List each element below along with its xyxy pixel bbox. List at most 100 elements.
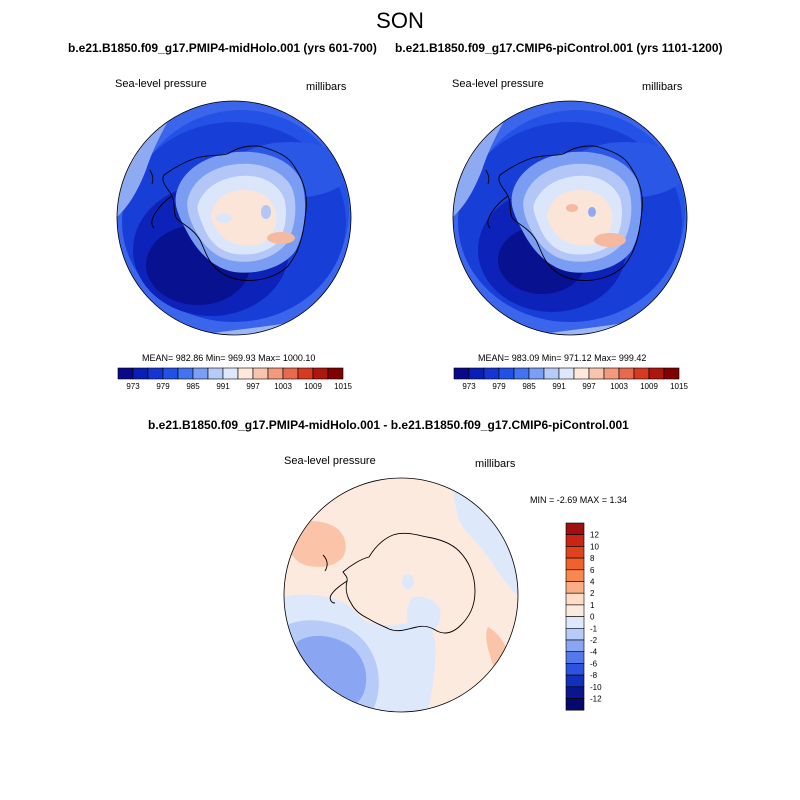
colorbar-swatch: [565, 674, 585, 688]
colorbar-swatch: [565, 663, 585, 676]
colorbar-swatch: [565, 651, 585, 664]
colorbar-swatch: [297, 367, 314, 380]
difference-map: [283, 477, 519, 713]
slp-high-patch: [588, 207, 596, 217]
diff-negative-area: [406, 596, 441, 635]
panel-right-units: millibars: [642, 81, 683, 93]
colorbar-swatch: [565, 604, 585, 617]
colorbar-swatch: [282, 367, 299, 380]
colorbar-swatch: [147, 367, 164, 380]
slp-continent-ring: [211, 190, 277, 246]
difference-units: millibars: [475, 458, 516, 470]
antarctic-peninsula: [329, 580, 348, 604]
colorbar-tick-label: 973: [126, 382, 140, 391]
colorbar-swatch: [565, 534, 585, 547]
colorbar-tick-label: 1015: [670, 382, 688, 391]
colorbar-swatch: [565, 686, 585, 699]
colorbar-swatch: [565, 592, 585, 606]
panel-right-map: [452, 100, 688, 336]
south-america-tip: [485, 169, 490, 185]
colorbar-swatch: [237, 367, 254, 380]
south-america-tip: [149, 169, 154, 185]
colorbar-tick-label: 985: [186, 382, 200, 391]
map-border: [452, 100, 688, 336]
colorbar-tick-label: 12: [590, 531, 599, 540]
panel-left-colorbar: 973 979 985 991 997 1003 1009 1015: [117, 367, 352, 391]
antarctic-peninsula: [487, 195, 509, 229]
colorbar-tick-label: 1: [590, 601, 595, 610]
colorbar-swatch: [132, 367, 149, 380]
difference-minmax: MIN = -2.69 MAX = 1.34: [530, 495, 628, 505]
panel-left-map: [116, 100, 352, 336]
colorbar-swatch: [252, 367, 269, 380]
colorbar-tick-label: 1009: [640, 382, 658, 391]
colorbar-tick-label: 8: [590, 554, 595, 563]
difference-title: b.e21.B1850.f09_g17.PMIP4-midHolo.001 - …: [148, 418, 629, 432]
colorbar-tick-label: 985: [522, 382, 536, 391]
panel-right-case-title: b.e21.B1850.f09_g17.CMIP6-piControl.001 …: [395, 41, 723, 55]
map-border: [116, 100, 352, 336]
colorbar-tick-label: 4: [590, 578, 595, 587]
colorbar-tick-label: -4: [590, 648, 598, 657]
slp-high-patch: [566, 204, 578, 212]
slp-high-patch: [594, 233, 626, 247]
colorbar-tick-label: -12: [590, 695, 602, 704]
colorbar-swatch: [192, 367, 209, 380]
colorbar-swatch: [498, 367, 515, 380]
antarctic-coastline: [162, 145, 307, 281]
colorbar-swatch: [565, 569, 585, 582]
diff-positive-area: [288, 521, 346, 567]
panel-right-variable: Sea-level pressure: [452, 78, 544, 90]
panel-right-colorbar: 973 979 985 991 997 1003 1009 1015: [453, 367, 688, 391]
colorbar-swatch: [648, 367, 665, 380]
colorbar-swatch: [565, 546, 585, 559]
colorbar-swatch: [565, 698, 585, 711]
colorbar-swatch: [312, 367, 329, 380]
panel-left-case-title: b.e21.B1850.f09_g17.PMIP4-midHolo.001 (y…: [68, 41, 377, 55]
colorbar-swatch: [565, 581, 585, 594]
colorbar-swatch: [117, 367, 134, 380]
slp-high-patch: [267, 232, 295, 244]
slp-high-patch: [216, 213, 232, 223]
antarctic-coastline: [342, 532, 476, 634]
slp-continent-ring: [547, 190, 613, 246]
colorbar-tick-label: 973: [462, 382, 476, 391]
colorbar-swatch: [618, 367, 635, 380]
colorbar-tick-label: 1003: [274, 382, 292, 391]
colorbar-swatch: [177, 367, 194, 380]
panel-right-stats: MEAN= 983.09 Min= 971.12 Max= 999.42: [478, 353, 647, 363]
colorbar-swatch: [453, 367, 470, 380]
colorbar-swatch: [663, 367, 680, 380]
colorbar-tick-label: 991: [552, 382, 566, 391]
colorbar-tick-label: 997: [246, 382, 260, 391]
colorbar-swatch: [162, 367, 179, 380]
colorbar-swatch: [565, 557, 585, 571]
colorbar-swatch: [558, 367, 575, 380]
south-america-tip: [322, 554, 328, 572]
panel-left-variable: Sea-level pressure: [115, 78, 207, 90]
colorbar-swatch: [207, 367, 224, 380]
colorbar-tick-label: 997: [582, 382, 596, 391]
colorbar-swatch: [543, 367, 560, 380]
colorbar-tick-label: -6: [590, 659, 598, 668]
colorbar-tick-label: 1003: [610, 382, 628, 391]
map-border: [283, 477, 519, 713]
antarctic-peninsula: [151, 195, 173, 229]
colorbar-swatch: [565, 522, 585, 535]
colorbar-tick-label: 0: [590, 613, 595, 622]
colorbar-swatch: [565, 639, 585, 652]
colorbar-swatch: [267, 367, 284, 380]
colorbar-swatch: [528, 367, 545, 380]
colorbar-swatch: [588, 367, 605, 380]
colorbar-swatch: [483, 367, 500, 380]
colorbar-tick-label: 2: [590, 589, 595, 598]
colorbar-tick-label: 1015: [334, 382, 352, 391]
colorbar-tick-label: 979: [156, 382, 170, 391]
season-title: SON: [376, 8, 424, 33]
panel-left-units: millibars: [306, 81, 347, 93]
colorbar-tick-label: -1: [590, 624, 598, 633]
colorbar-swatch: [513, 367, 530, 380]
slp-high-patch: [261, 205, 271, 219]
colorbar-tick-label: 10: [590, 542, 599, 551]
